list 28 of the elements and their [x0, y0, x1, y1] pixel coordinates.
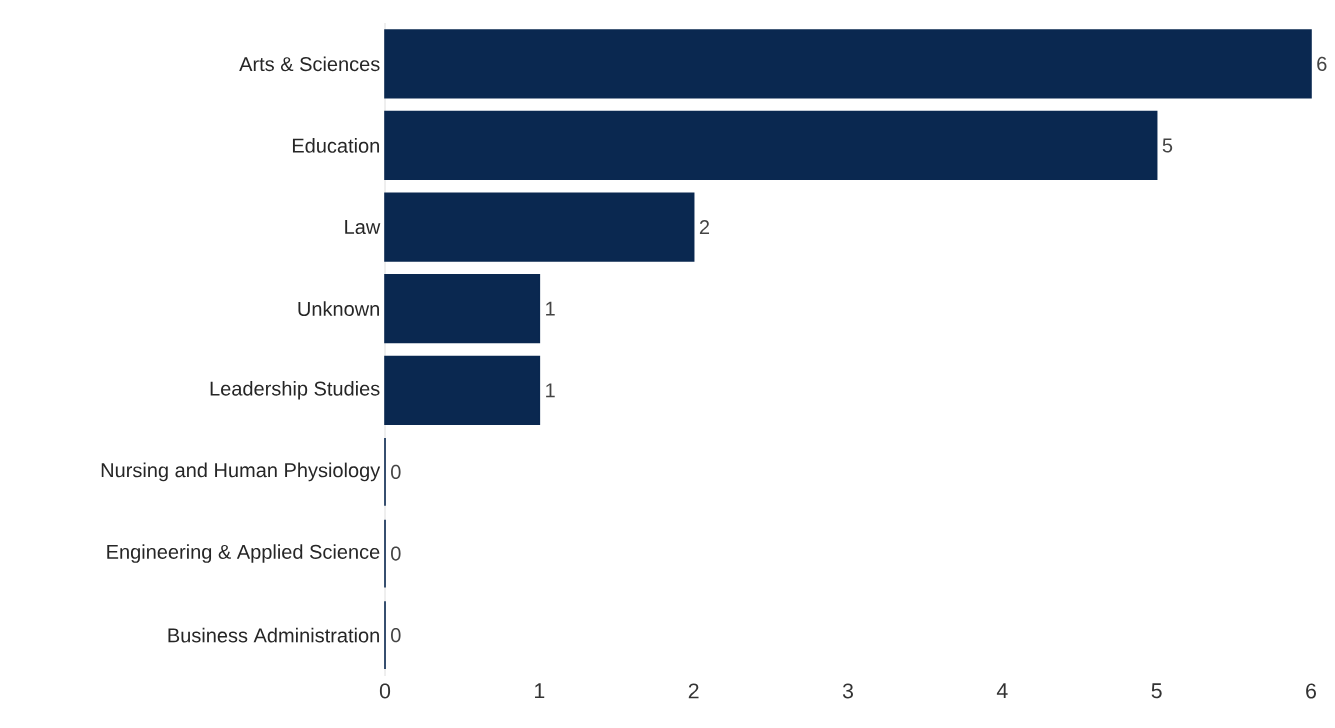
x-tick-label: 4	[996, 683, 1008, 699]
y-tick-label: Unknown	[298, 301, 379, 317]
y-tick-label: Leadership Studies	[210, 380, 380, 400]
x-tick-label: 0	[379, 683, 391, 699]
x-tick-label: 2	[688, 683, 699, 699]
x-tick-label: 5	[1151, 683, 1162, 699]
y-tick-label: Engineering & Applied Science	[107, 544, 380, 563]
x-tick-label: 1	[535, 683, 545, 699]
y-tick-label: Nursing and Human Physiology	[101, 462, 381, 482]
data-label: 0	[391, 628, 401, 643]
bar	[384, 110, 1158, 181]
y-tick-label: Education	[292, 138, 379, 153]
data-label: 2	[699, 220, 710, 235]
x-tick-label: 3	[842, 683, 853, 699]
data-label: 0	[391, 464, 401, 480]
bar	[384, 29, 1312, 99]
y-tick-label: Law	[345, 220, 381, 235]
data-label: 5	[1162, 138, 1173, 153]
y-tick-label: Arts & Sciences	[239, 56, 380, 72]
data-label: 6	[1317, 56, 1327, 71]
bar	[384, 192, 695, 262]
x-tick-label: 6	[1306, 683, 1316, 699]
data-label: 1	[546, 383, 555, 398]
y-tick-label: Business Administration	[168, 627, 379, 643]
data-label: 0	[391, 546, 401, 561]
data-label: 1	[546, 301, 555, 316]
bar	[384, 274, 541, 344]
bar	[384, 355, 541, 425]
